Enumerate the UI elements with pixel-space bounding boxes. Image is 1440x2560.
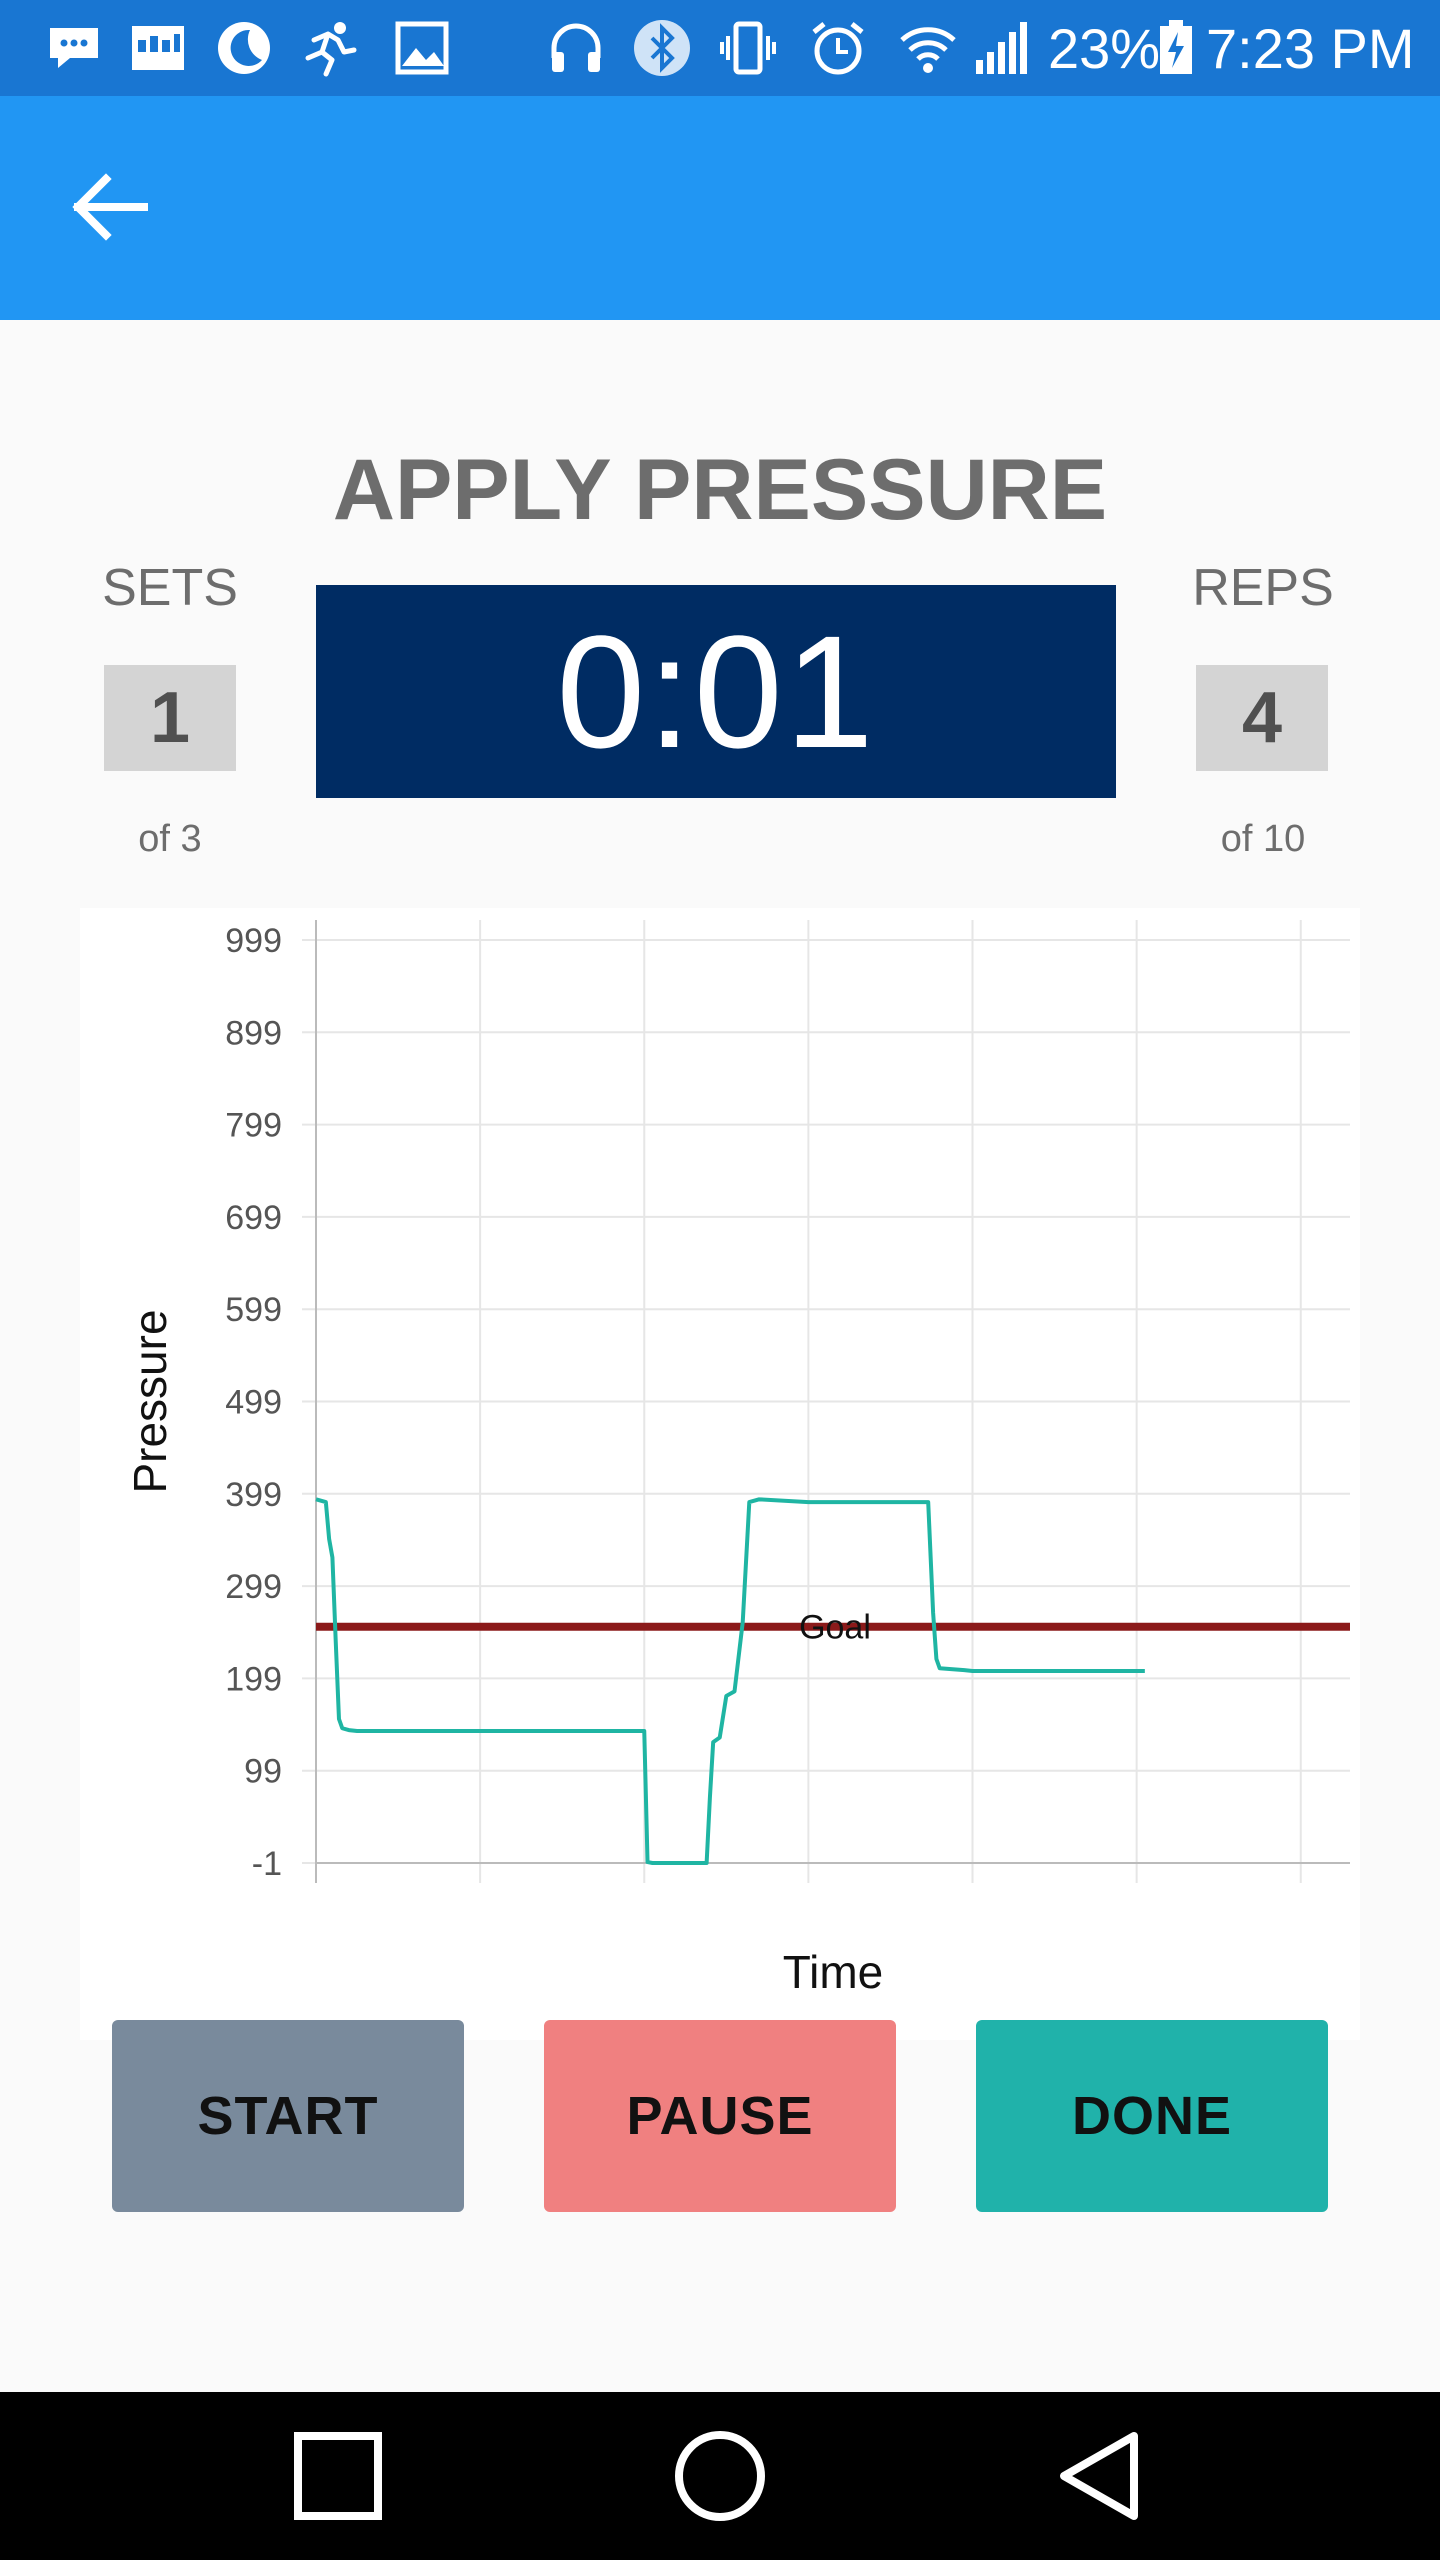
arrow-left-icon[interactable] xyxy=(56,152,166,262)
sets-count: 1 xyxy=(104,665,236,771)
alarm-icon xyxy=(812,22,864,75)
reps-label: REPS xyxy=(1192,559,1334,617)
reps-total: of 10 xyxy=(1220,818,1306,860)
pressure-chart-svg: 999 899 799 699 599 499 399 299 199 99 -1 Goal Press… xyxy=(124,920,1350,1998)
app-bar xyxy=(0,96,1440,320)
running-icon xyxy=(305,22,357,77)
pressure-chart: 999 899 799 699 599 499 399 299 199 99 -1 Goal Press… xyxy=(80,908,1360,2040)
home-circle-icon[interactable] xyxy=(660,2416,780,2536)
y-tick-label: 799 xyxy=(225,1107,282,1145)
moon-icon xyxy=(218,22,270,74)
pressure-series-line xyxy=(315,1497,1145,1865)
y-tick-label: 699 xyxy=(225,1199,282,1237)
x-axis-label: Time xyxy=(783,1946,884,1998)
pause-button[interactable]: PAUSE xyxy=(544,2020,896,2212)
battery-charging-icon xyxy=(1160,20,1192,74)
start-button[interactable]: START xyxy=(112,2020,464,2212)
y-tick-label: 999 xyxy=(225,922,282,960)
clock: 7:23 PM xyxy=(1206,17,1415,80)
sets-label: SETS xyxy=(102,559,238,617)
status-bar: 23% 7:23 PM xyxy=(0,0,1440,96)
reps-count: 4 xyxy=(1196,665,1328,771)
y-tick-label: 899 xyxy=(225,1014,282,1052)
y-tick-label: 499 xyxy=(225,1384,282,1422)
calendar-icon xyxy=(132,26,184,70)
exercise-title: APPLY PRESSURE xyxy=(332,442,1108,538)
y-tick-label: -1 xyxy=(252,1845,282,1883)
y-tick-label: 199 xyxy=(225,1660,282,1698)
battery-percent: 23% xyxy=(1048,17,1161,80)
done-button[interactable]: DONE xyxy=(976,2020,1328,2212)
y-tick-label: 399 xyxy=(225,1476,282,1514)
timer-display: 0:01 xyxy=(316,585,1116,798)
back-triangle-icon[interactable] xyxy=(1042,2416,1162,2536)
y-axis-label: Pressure xyxy=(124,1309,176,1493)
y-tick-label: 299 xyxy=(225,1568,282,1606)
y-tick-label: 599 xyxy=(225,1291,282,1329)
bluetooth-icon xyxy=(634,20,690,76)
signal-icon xyxy=(976,22,1027,74)
vibrate-icon xyxy=(720,21,776,75)
headphones-icon xyxy=(551,23,601,72)
y-tick-label: 99 xyxy=(244,1753,282,1791)
recents-square-icon[interactable] xyxy=(278,2416,398,2536)
navigation-bar xyxy=(0,2392,1440,2560)
messages-icon xyxy=(50,28,98,68)
sets-total: of 3 xyxy=(138,818,202,860)
wifi-icon xyxy=(900,27,956,73)
image-icon xyxy=(395,21,449,75)
goal-label: Goal xyxy=(799,1609,871,1647)
